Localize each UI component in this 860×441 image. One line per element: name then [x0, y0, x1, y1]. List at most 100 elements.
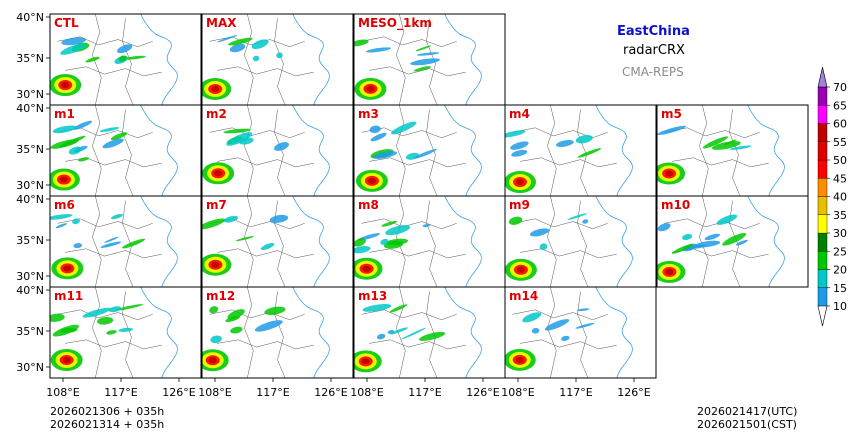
echo-band: [254, 320, 283, 332]
province-border: [369, 66, 466, 77]
coastline: [292, 196, 330, 287]
echo-cell: [366, 85, 375, 92]
echo-band: [104, 236, 119, 243]
lon-tick-label: 108°E: [350, 386, 383, 399]
panel-max: MAX: [201, 13, 354, 106]
province-border: [577, 291, 589, 378]
province-border: [217, 339, 314, 350]
province-border: [122, 18, 134, 105]
echo-band: [106, 330, 117, 335]
province-border: [361, 36, 457, 48]
echo-band: [582, 219, 589, 224]
echo-band: [716, 214, 738, 225]
echo-cell: [62, 356, 71, 363]
echo-band: [575, 322, 595, 329]
echo-band: [228, 37, 253, 46]
echo-band: [415, 45, 432, 52]
province-border: [512, 127, 608, 139]
echo-band: [682, 233, 693, 241]
colorbar-bin: [817, 178, 828, 197]
echo-band: [82, 307, 111, 318]
lat-tick-label: 40°N: [16, 284, 44, 297]
lon-tick-label: 126°E: [617, 386, 650, 399]
colorbar-bin: [817, 105, 828, 124]
echo-band: [99, 127, 120, 133]
echo-band: [264, 306, 286, 315]
echo-band: [73, 120, 93, 130]
echo-band: [354, 39, 369, 47]
echo-band: [544, 319, 570, 331]
lat-tick-label: 35°N: [16, 143, 44, 156]
lat-tick-label: 35°N: [16, 52, 44, 65]
echo-band: [414, 148, 437, 159]
echo-band: [269, 214, 289, 223]
echo-band: [77, 157, 90, 162]
province-border: [369, 339, 466, 350]
echo-band: [657, 125, 686, 136]
echo-band: [50, 313, 65, 322]
panel-label: m2: [206, 107, 227, 121]
echo-band: [117, 44, 133, 54]
echo-band: [365, 47, 392, 53]
colorbar-tick-label: 55: [833, 136, 847, 149]
echo-cell: [361, 358, 370, 365]
echo-band: [61, 37, 87, 46]
echo-band: [418, 331, 446, 341]
province-border: [122, 109, 134, 196]
colorbar-tick-label: 50: [833, 154, 847, 167]
panel-label: m1: [54, 107, 75, 121]
province-border: [274, 18, 286, 105]
panel-m6: m6: [49, 195, 202, 288]
panel-m10: m10: [656, 195, 809, 288]
echo-band: [118, 327, 133, 332]
province-border: [426, 200, 438, 287]
lon-tick-label: 117°E: [104, 386, 137, 399]
echo-band: [735, 239, 748, 246]
lat-tick-label: 35°N: [16, 234, 44, 247]
echo-cell: [61, 82, 70, 89]
echo-band: [577, 148, 602, 158]
echo-band: [556, 140, 574, 147]
panel-m5: m5: [656, 104, 809, 197]
echo-band: [389, 304, 408, 313]
echo-cell: [208, 357, 217, 364]
coastline: [595, 287, 633, 378]
echo-band: [577, 308, 590, 312]
panel-label: m10: [661, 198, 690, 212]
panel-m12: m12: [201, 286, 354, 379]
echo-cell: [211, 85, 220, 92]
panel-m2: m2: [201, 104, 354, 197]
echo-cell: [214, 170, 223, 177]
echo-band: [114, 304, 144, 311]
panel-ctl: CTL: [49, 13, 202, 106]
colorbar-tick-label: 65: [833, 99, 847, 112]
echo-band: [97, 316, 114, 325]
coastline: [444, 105, 482, 196]
province-border: [520, 248, 617, 259]
coastline: [140, 14, 178, 105]
colorbar-bin: [817, 86, 828, 106]
colorbar-bin: [817, 232, 828, 252]
province-border: [274, 200, 286, 287]
echo-band: [52, 125, 77, 134]
province-border: [729, 109, 741, 196]
lat-tick-label: 30°N: [16, 270, 44, 283]
echo-band: [567, 213, 587, 220]
echo-cell: [665, 170, 674, 177]
echo-cell: [367, 177, 376, 184]
colorbar: 10 15 20 25 30 35 40 45 50 55 60 65 70: [817, 66, 847, 327]
echo-band: [274, 142, 289, 151]
lon-tick-label: 126°E: [162, 386, 195, 399]
panel-m13: m13: [353, 286, 506, 379]
echo-band: [252, 55, 260, 62]
valid-time-utc: 2026021417(UTC): [697, 405, 798, 418]
province-border: [369, 248, 466, 259]
coastline: [292, 14, 330, 105]
echo-band: [354, 238, 366, 247]
panel-label: m6: [54, 198, 75, 212]
product-name: radarCRX: [623, 43, 685, 58]
province-border: [369, 157, 466, 168]
colorbar-tick-label: 35: [833, 209, 847, 222]
province-border: [92, 196, 102, 287]
echo-band: [390, 327, 408, 335]
